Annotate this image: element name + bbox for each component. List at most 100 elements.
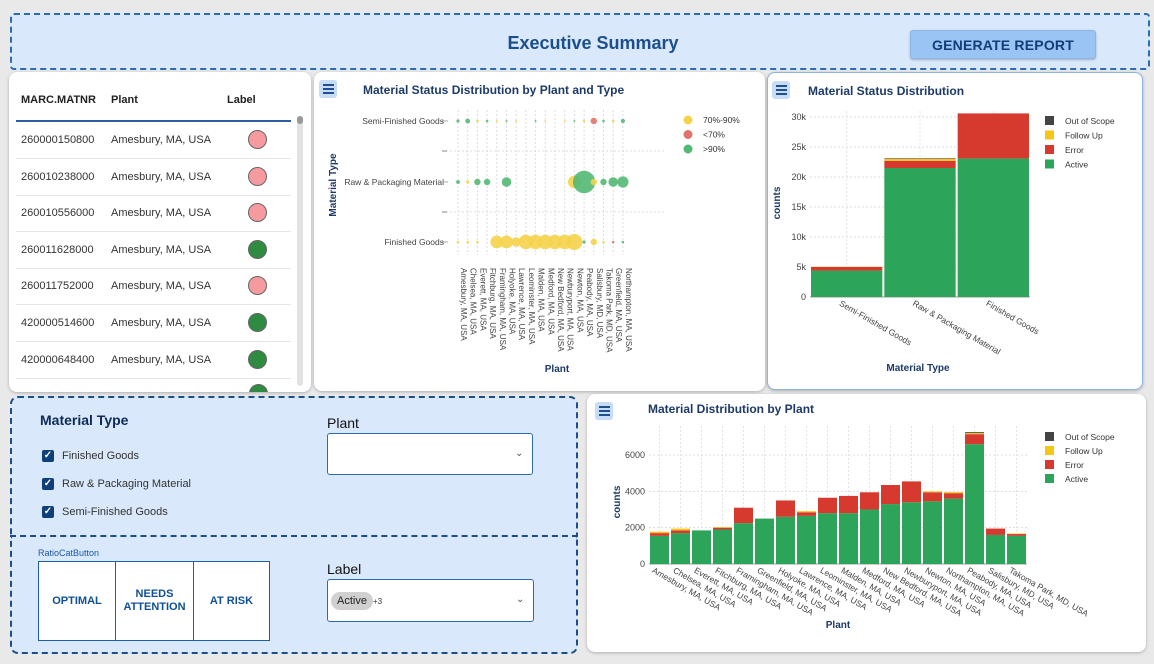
y-axis-title: counts bbox=[772, 186, 783, 219]
x-tick-label: Chelsea, MA, USA bbox=[469, 268, 478, 335]
material-type-checkbox[interactable]: ✓ bbox=[42, 450, 54, 462]
x-tick-label: New Bedford, MA, USA bbox=[556, 268, 565, 352]
bar-segment bbox=[776, 516, 795, 564]
x-tick-label: Peabody, MA, USA bbox=[585, 268, 594, 337]
table-row[interactable]: 260011628000 Amesbury, MA, USA bbox=[16, 232, 291, 269]
bar-segment bbox=[923, 492, 942, 502]
needs-attention-button[interactable]: NEEDS ATTENTION bbox=[115, 561, 194, 641]
bar-segment bbox=[839, 513, 858, 564]
table-row[interactable]: 260011752000 Amesbury, MA, USA bbox=[16, 268, 291, 306]
bubble bbox=[500, 235, 513, 249]
bubble bbox=[476, 240, 479, 244]
bar-segment bbox=[671, 530, 690, 534]
y-tick-label: 2000 bbox=[625, 523, 645, 533]
generate-report-button[interactable]: GENERATE REPORT bbox=[910, 30, 1096, 59]
table-row[interactable]: 420000514600 Amesbury, MA, USA bbox=[16, 305, 291, 342]
material-type-option-label: Raw & Packaging Material bbox=[62, 478, 192, 490]
table-row[interactable]: 260010556000 Amesbury, MA, USA bbox=[16, 195, 291, 233]
table-row[interactable]: 420000648400 Amesbury, MA, USA bbox=[16, 342, 291, 379]
status-dot bbox=[248, 276, 267, 296]
bar-segment bbox=[884, 168, 956, 297]
plant-label: Plant bbox=[327, 415, 359, 431]
header-bar: Executive Summary GENERATE REPORT bbox=[10, 13, 1150, 70]
status-chart-card: Material Status Distribution 0 5k 10k 15k 20… bbox=[767, 72, 1143, 390]
bubble bbox=[617, 176, 629, 188]
legend-label: Active bbox=[1065, 474, 1088, 484]
bar-segment bbox=[986, 528, 1005, 535]
bar-segment bbox=[884, 160, 956, 168]
bar-segment bbox=[818, 497, 837, 514]
bubble bbox=[573, 120, 576, 122]
bar-segment bbox=[811, 270, 883, 297]
bubble-chart-title: Material Status Distribution by Plant an… bbox=[363, 83, 625, 97]
bar-segment bbox=[965, 433, 984, 435]
material-type-checkbox[interactable]: ✓ bbox=[42, 506, 54, 518]
page-title: Executive Summary bbox=[507, 33, 679, 53]
matnr-cell: 420000648400 bbox=[21, 353, 95, 366]
plant-cell: Amesbury, MA, USA bbox=[111, 317, 212, 329]
bubble bbox=[600, 178, 607, 186]
bubble bbox=[611, 240, 615, 244]
status-dot bbox=[248, 130, 267, 149]
bubble bbox=[466, 180, 470, 184]
table-scroll-thumb[interactable] bbox=[297, 116, 303, 124]
x-tick-label: Newburyport, MA, USA bbox=[566, 268, 575, 351]
y-tick-label: 10k bbox=[791, 232, 806, 242]
column-header-label[interactable]: Label bbox=[227, 94, 256, 106]
bar-segment bbox=[713, 527, 732, 530]
matnr-cell: 420000514600 bbox=[21, 317, 95, 329]
bar-segment bbox=[884, 158, 956, 159]
x-axis-title: Plant bbox=[826, 620, 851, 631]
legend-swatch bbox=[1045, 116, 1054, 125]
table-row[interactable]: 260000150800 Amesbury, MA, USA bbox=[16, 122, 291, 159]
bar-segment bbox=[902, 481, 921, 503]
bubble bbox=[563, 120, 566, 122]
status-chart-title: Material Status Distribution bbox=[808, 84, 965, 98]
bubble bbox=[602, 240, 605, 244]
material-type-option-label: Semi-Finished Goods bbox=[62, 506, 168, 518]
legend-label: Error bbox=[1065, 460, 1084, 470]
bubble bbox=[501, 177, 512, 187]
legend-swatch bbox=[1045, 460, 1054, 469]
bar-segment bbox=[1007, 534, 1026, 536]
matnr-cell: 260011752000 bbox=[21, 280, 94, 293]
column-header-matnr[interactable]: MARC.MATNR bbox=[21, 94, 96, 106]
menu-icon[interactable] bbox=[772, 81, 790, 99]
material-type-checkbox[interactable]: ✓ bbox=[42, 478, 54, 490]
at-risk-button[interactable]: AT RISK bbox=[193, 561, 270, 641]
y-tick-label: 15k bbox=[791, 202, 806, 212]
status-dot bbox=[249, 384, 268, 392]
plant-cell: Amesbury, MA, USA bbox=[111, 134, 212, 146]
label-chip-active[interactable]: Active bbox=[331, 592, 373, 610]
menu-icon[interactable] bbox=[595, 402, 613, 420]
y-tick-label: 20k bbox=[791, 172, 806, 182]
bubble bbox=[620, 118, 625, 124]
bubble-chart: Semi-Finished Goods Raw & Packaging Mater… bbox=[328, 110, 740, 375]
plant-distribution-title: Material Distribution by Plant bbox=[648, 402, 815, 416]
bubble bbox=[611, 119, 615, 123]
table-row[interactable]: 260010238000 Amesbury, MA, USA bbox=[16, 159, 291, 196]
optimal-button[interactable]: OPTIMAL bbox=[38, 561, 116, 641]
x-tick-label: Lawrence, MA, USA bbox=[517, 268, 526, 341]
x-tick-label: Malden, MA, USA bbox=[537, 268, 546, 332]
x-tick-label: Amesbury, MA, USA bbox=[459, 268, 468, 341]
bar-segment bbox=[1007, 535, 1026, 564]
y-tick-label: 30k bbox=[791, 112, 806, 122]
table-scrollbar[interactable] bbox=[297, 116, 303, 386]
bar-segment bbox=[957, 158, 1029, 297]
status-dot bbox=[248, 239, 267, 259]
bubble bbox=[505, 120, 508, 122]
legend-swatch bbox=[1045, 159, 1054, 169]
bubble bbox=[476, 119, 479, 123]
bubble bbox=[572, 170, 596, 194]
bubble-chart-card: Material Status Distribution by Plant an… bbox=[314, 72, 765, 391]
plant-select[interactable]: ⌄ bbox=[327, 433, 533, 475]
menu-icon[interactable] bbox=[319, 80, 337, 98]
x-tick-label: Everett, MA, USA bbox=[478, 268, 487, 331]
materials-table: MARC.MATNR Plant Label 260000150800 Amesb… bbox=[9, 72, 311, 392]
plant-cell: Amesbury, MA, USA bbox=[111, 280, 212, 293]
status-dot bbox=[248, 166, 267, 186]
matnr-cell: 260011628000 bbox=[21, 243, 94, 256]
bar-segment bbox=[713, 529, 732, 564]
column-header-plant[interactable]: Plant bbox=[111, 94, 138, 106]
